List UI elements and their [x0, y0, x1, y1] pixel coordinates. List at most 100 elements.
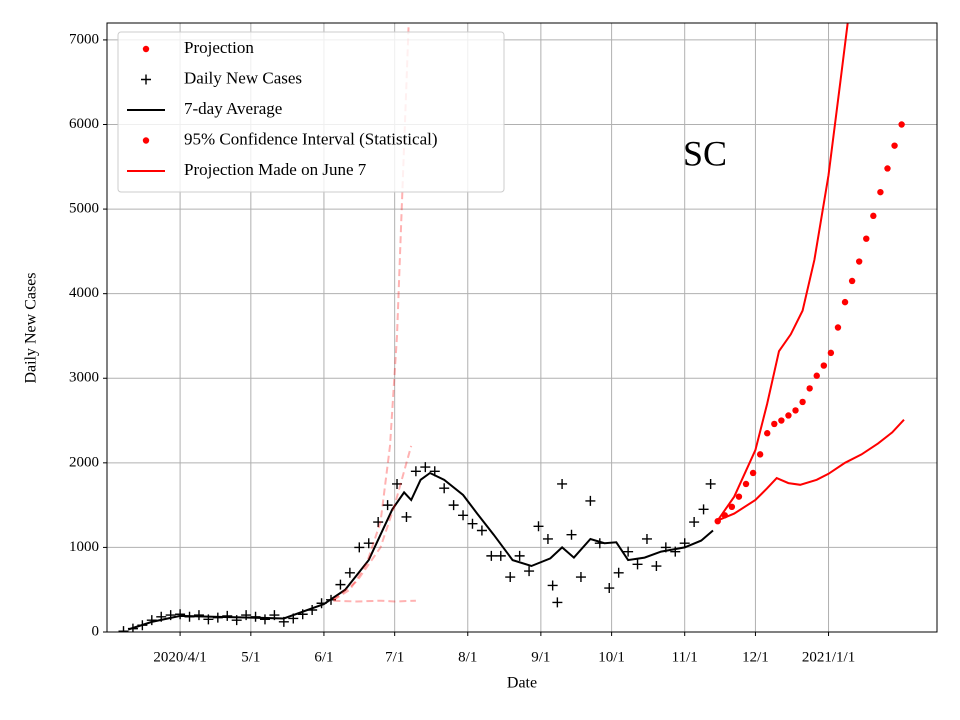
data-point	[410, 466, 421, 477]
data-point	[834, 324, 842, 331]
data-point	[891, 142, 898, 149]
x-tick-label: 12/1	[742, 649, 769, 665]
x-tick-label: 2020/4/1	[153, 649, 206, 665]
data-point	[476, 525, 487, 536]
data-point	[118, 626, 129, 632]
axes-frame	[106, 22, 938, 633]
data-point	[448, 500, 459, 511]
y-tick-label: 4000	[69, 285, 99, 301]
x-tick-label: 9/1	[531, 649, 550, 665]
legend-label: Daily New Cases	[184, 68, 302, 87]
series-line	[332, 445, 413, 601]
data-point	[841, 298, 849, 306]
data-point	[792, 407, 799, 414]
data-point	[863, 235, 870, 242]
data-point	[458, 510, 469, 521]
x-axis-label: Date	[507, 675, 537, 692]
y-tick-label: 3000	[69, 370, 99, 386]
legend-label: Projection Made on June 7	[184, 160, 367, 179]
y-tick-label: 7000	[69, 31, 99, 47]
data-point	[547, 580, 558, 591]
x-tick-label: 8/1	[458, 649, 477, 665]
data-point	[613, 567, 624, 578]
series-line	[127, 471, 714, 631]
data-point	[813, 372, 820, 379]
data-point	[146, 615, 157, 626]
data-point	[575, 572, 586, 583]
annotation: SC	[683, 133, 727, 173]
data-point	[735, 493, 743, 500]
data-point	[222, 610, 233, 621]
data-point	[749, 469, 757, 477]
data-point	[855, 258, 863, 265]
y-tick-label: 6000	[69, 116, 99, 132]
data-point	[778, 417, 785, 424]
data-point	[335, 579, 346, 590]
legend-box	[117, 31, 505, 193]
data-point	[420, 462, 431, 473]
data-point	[756, 451, 764, 458]
data-point	[870, 212, 877, 220]
data-point	[533, 521, 544, 532]
legend-swatch	[142, 45, 150, 53]
plot-area	[118, 23, 905, 632]
data-point	[401, 511, 412, 522]
x-tick-label: 5/1	[241, 649, 260, 665]
axes: 0 1000 2000 3000 4000 5000 6000 7000 2020/4/1 5/1…	[69, 31, 855, 665]
data-point	[827, 349, 835, 357]
data-point	[259, 614, 270, 625]
data-point	[764, 430, 771, 437]
y-axis-label: Daily New Cases	[23, 272, 40, 383]
data-point	[175, 609, 186, 620]
data-point	[505, 572, 516, 583]
data-point	[632, 559, 643, 570]
data-point	[705, 478, 716, 489]
data-point	[806, 385, 813, 392]
data-point	[820, 362, 828, 369]
data-point	[728, 503, 736, 511]
y-tick-label: 0	[92, 623, 100, 639]
legend-label: Projection	[184, 38, 254, 57]
legend: Projection Daily New Cases 7-day Average 95…	[117, 31, 505, 193]
data-point	[742, 480, 750, 488]
data-point	[566, 529, 577, 540]
data-point	[373, 517, 384, 528]
data-point	[585, 495, 596, 506]
data-point	[392, 478, 403, 489]
data-point	[344, 567, 355, 578]
data-point	[884, 165, 891, 172]
data-point	[651, 561, 662, 572]
data-point	[785, 412, 792, 419]
lower-bound-line	[333, 599, 416, 603]
y-tick-label: 1000	[69, 539, 99, 555]
data-point	[354, 542, 365, 553]
upper-bound-line	[716, 23, 849, 521]
y-tick-label: 2000	[69, 454, 99, 470]
data-point	[439, 483, 450, 494]
data-point	[898, 121, 905, 128]
data-point	[604, 583, 615, 594]
data-point	[557, 478, 568, 489]
data-point	[363, 538, 374, 549]
data-point	[552, 597, 563, 608]
data-point	[698, 504, 709, 515]
data-point	[799, 398, 806, 406]
lower-bound-line	[717, 419, 905, 522]
data-point	[486, 550, 497, 561]
x-tick-label: 7/1	[385, 649, 404, 665]
data-point	[542, 533, 553, 544]
data-point	[495, 550, 506, 561]
x-tick-label: 6/1	[314, 649, 333, 665]
data-point	[382, 500, 393, 511]
x-tick-label: 10/1	[598, 649, 625, 665]
data-point	[623, 546, 634, 557]
x-tick-label: 2021/1/1	[802, 649, 855, 665]
data-point	[641, 533, 652, 544]
data-point	[689, 517, 700, 528]
legend-label: 95% Confidence Interval (Statistical)	[184, 129, 438, 148]
legend-swatch	[141, 74, 151, 85]
upper-bound-line	[332, 23, 410, 601]
data-point	[771, 420, 778, 428]
legend-swatch	[142, 137, 150, 144]
data-point	[467, 518, 478, 529]
